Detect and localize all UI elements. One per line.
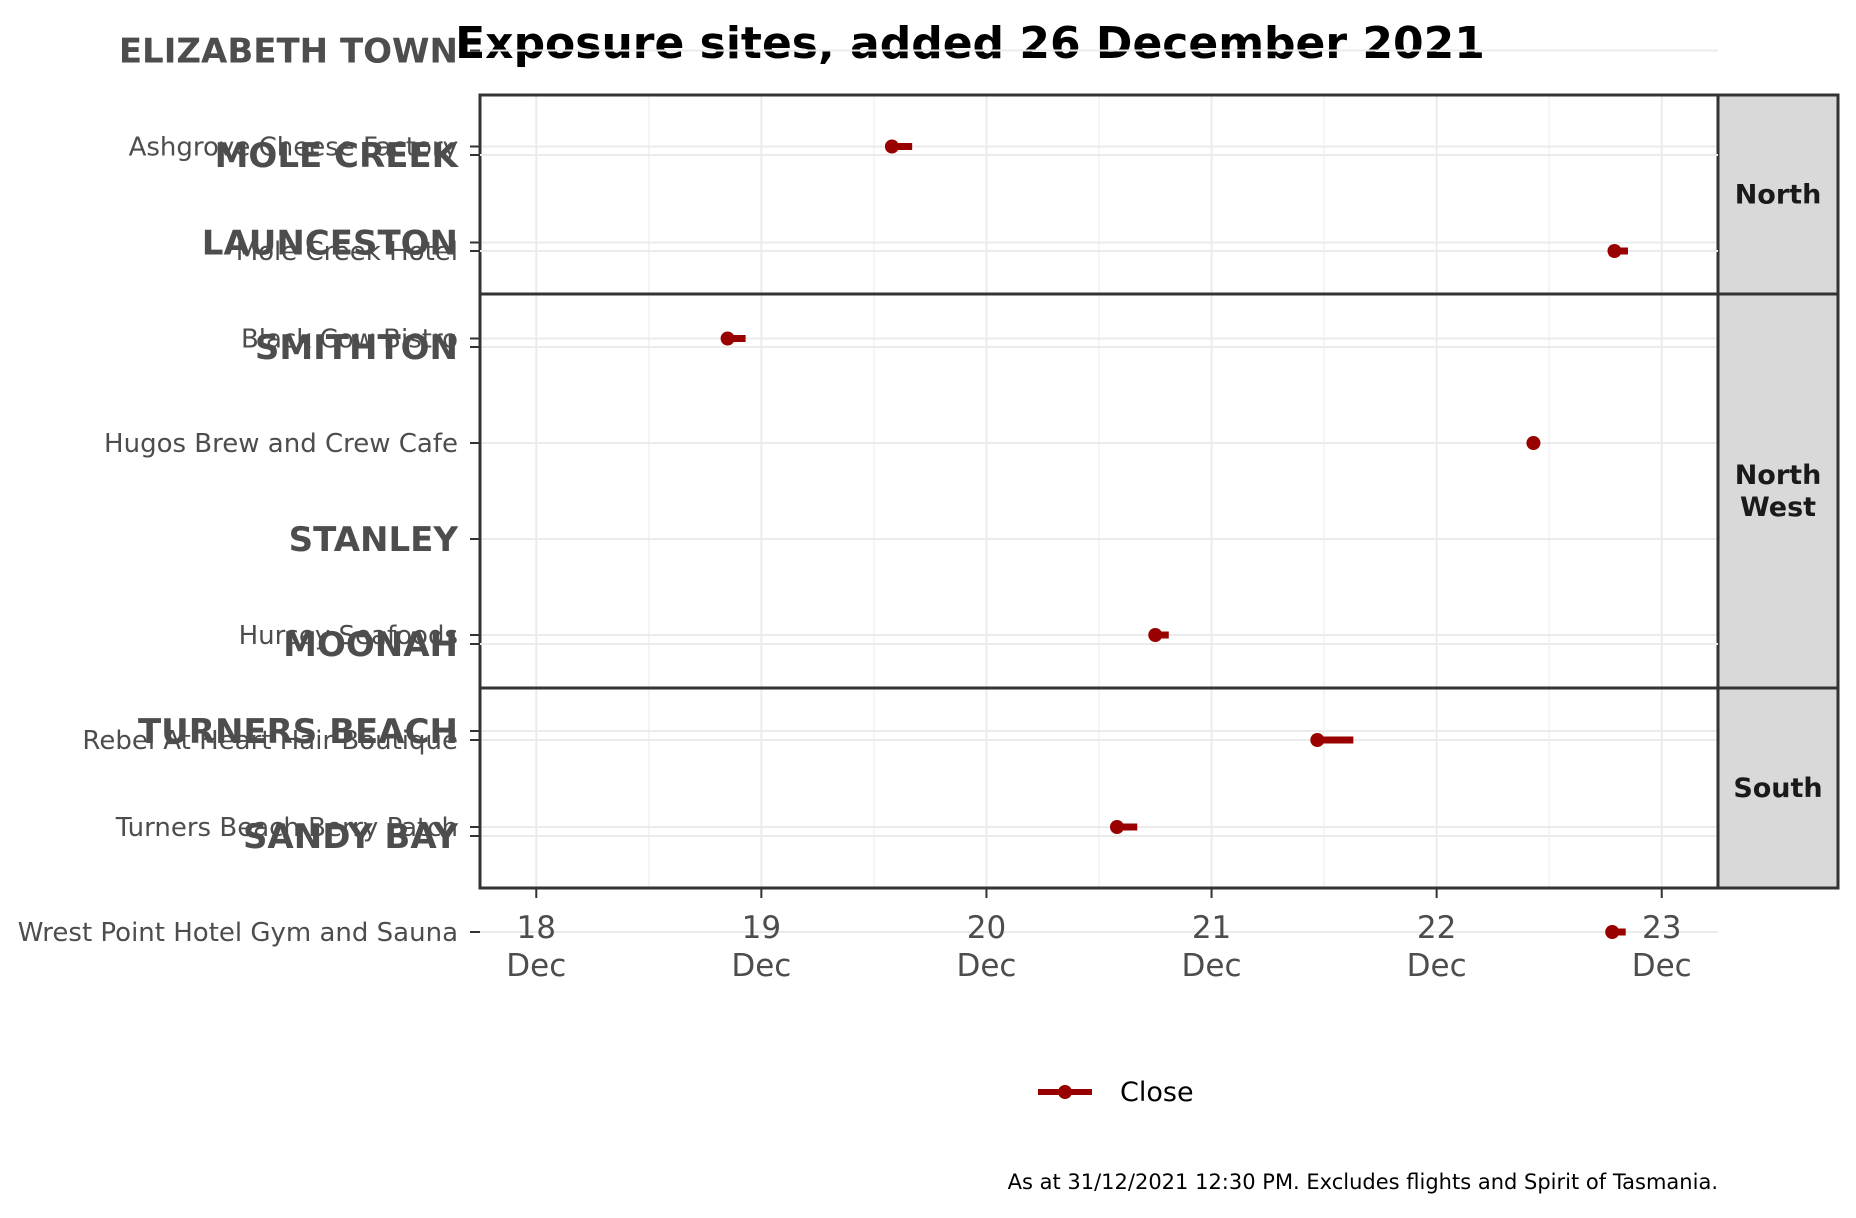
exposure-start-point: [1110, 820, 1125, 834]
exposure-start-point: [1526, 436, 1541, 450]
exposure-start-point: [1148, 628, 1163, 642]
legend: Close: [1038, 1077, 1194, 1108]
x-tick-label: 22 Dec: [1407, 910, 1467, 984]
exposure-start-point: [720, 331, 735, 346]
site-label: Hursey Seafoods: [239, 621, 458, 651]
site-label: Mole Creek Hotel: [236, 237, 458, 267]
exposure-start-point: [1605, 925, 1620, 939]
legend-label-close: Close: [1120, 1077, 1194, 1108]
site-label: Rebel At Heart Hair Boutique: [82, 726, 458, 756]
strip-label: South: [1733, 773, 1822, 804]
strip-background: [1716, 292, 1840, 690]
strip-label: West: [1740, 492, 1816, 523]
x-tick-label: 19 Dec: [731, 910, 791, 984]
site-label: Black Cow Bistro: [241, 325, 458, 355]
x-tick-label: 20 Dec: [956, 910, 1016, 984]
strip-background: [1716, 686, 1840, 890]
x-tick-label: 18 Dec: [506, 910, 566, 984]
exposure-start-point: [1607, 244, 1622, 258]
panel-north: North ELIZABETH TOWN Ashgrove Cheese Facto…: [119, 32, 1840, 355]
strip-label: North: [1735, 180, 1822, 211]
x-tick-label: 23 Dec: [1632, 910, 1692, 984]
panel-south: South MOONAH Rebel At Heart Hair Boutique S…: [18, 625, 1840, 948]
legend-key-point: [1058, 1085, 1072, 1099]
town-label: ELIZABETH TOWN: [119, 32, 458, 72]
town-label: SANDY BAY: [243, 817, 458, 857]
site-label: Ashgrove Cheese Factory: [129, 133, 458, 163]
x-tick-label: 21 Dec: [1182, 910, 1242, 984]
panels: North ELIZABETH TOWN Ashgrove Cheese Facto…: [18, 32, 1840, 948]
x-axis: 18 Dec 19 Dec 20 Dec 21 Dec 22 Dec 23 Dec: [506, 888, 1692, 984]
site-label: Turners Beach Berry Patch: [115, 813, 458, 843]
town-label: MOONAH: [283, 625, 458, 665]
chart-title: Exposure sites, added 26 December 2021: [455, 18, 1485, 69]
exposure-start-point: [1310, 733, 1325, 747]
exposure-start-point: [884, 139, 899, 154]
town-label: TURNERS BEACH: [138, 712, 458, 752]
strip-background: [1716, 93, 1840, 296]
town-label: LAUNCESTON: [202, 224, 458, 264]
town-label: STANLEY: [289, 520, 459, 560]
town-label: SMITHTON: [255, 328, 458, 368]
site-label: Wrest Point Hotel Gym and Sauna: [18, 918, 458, 948]
strip-label: North: [1735, 460, 1822, 491]
town-label: MOLE CREEK: [215, 136, 460, 176]
site-label: Hugos Brew and Crew Cafe: [104, 429, 458, 459]
chart-caption: As at 31/12/2021 12:30 PM. Excludes flig…: [1008, 1170, 1718, 1194]
